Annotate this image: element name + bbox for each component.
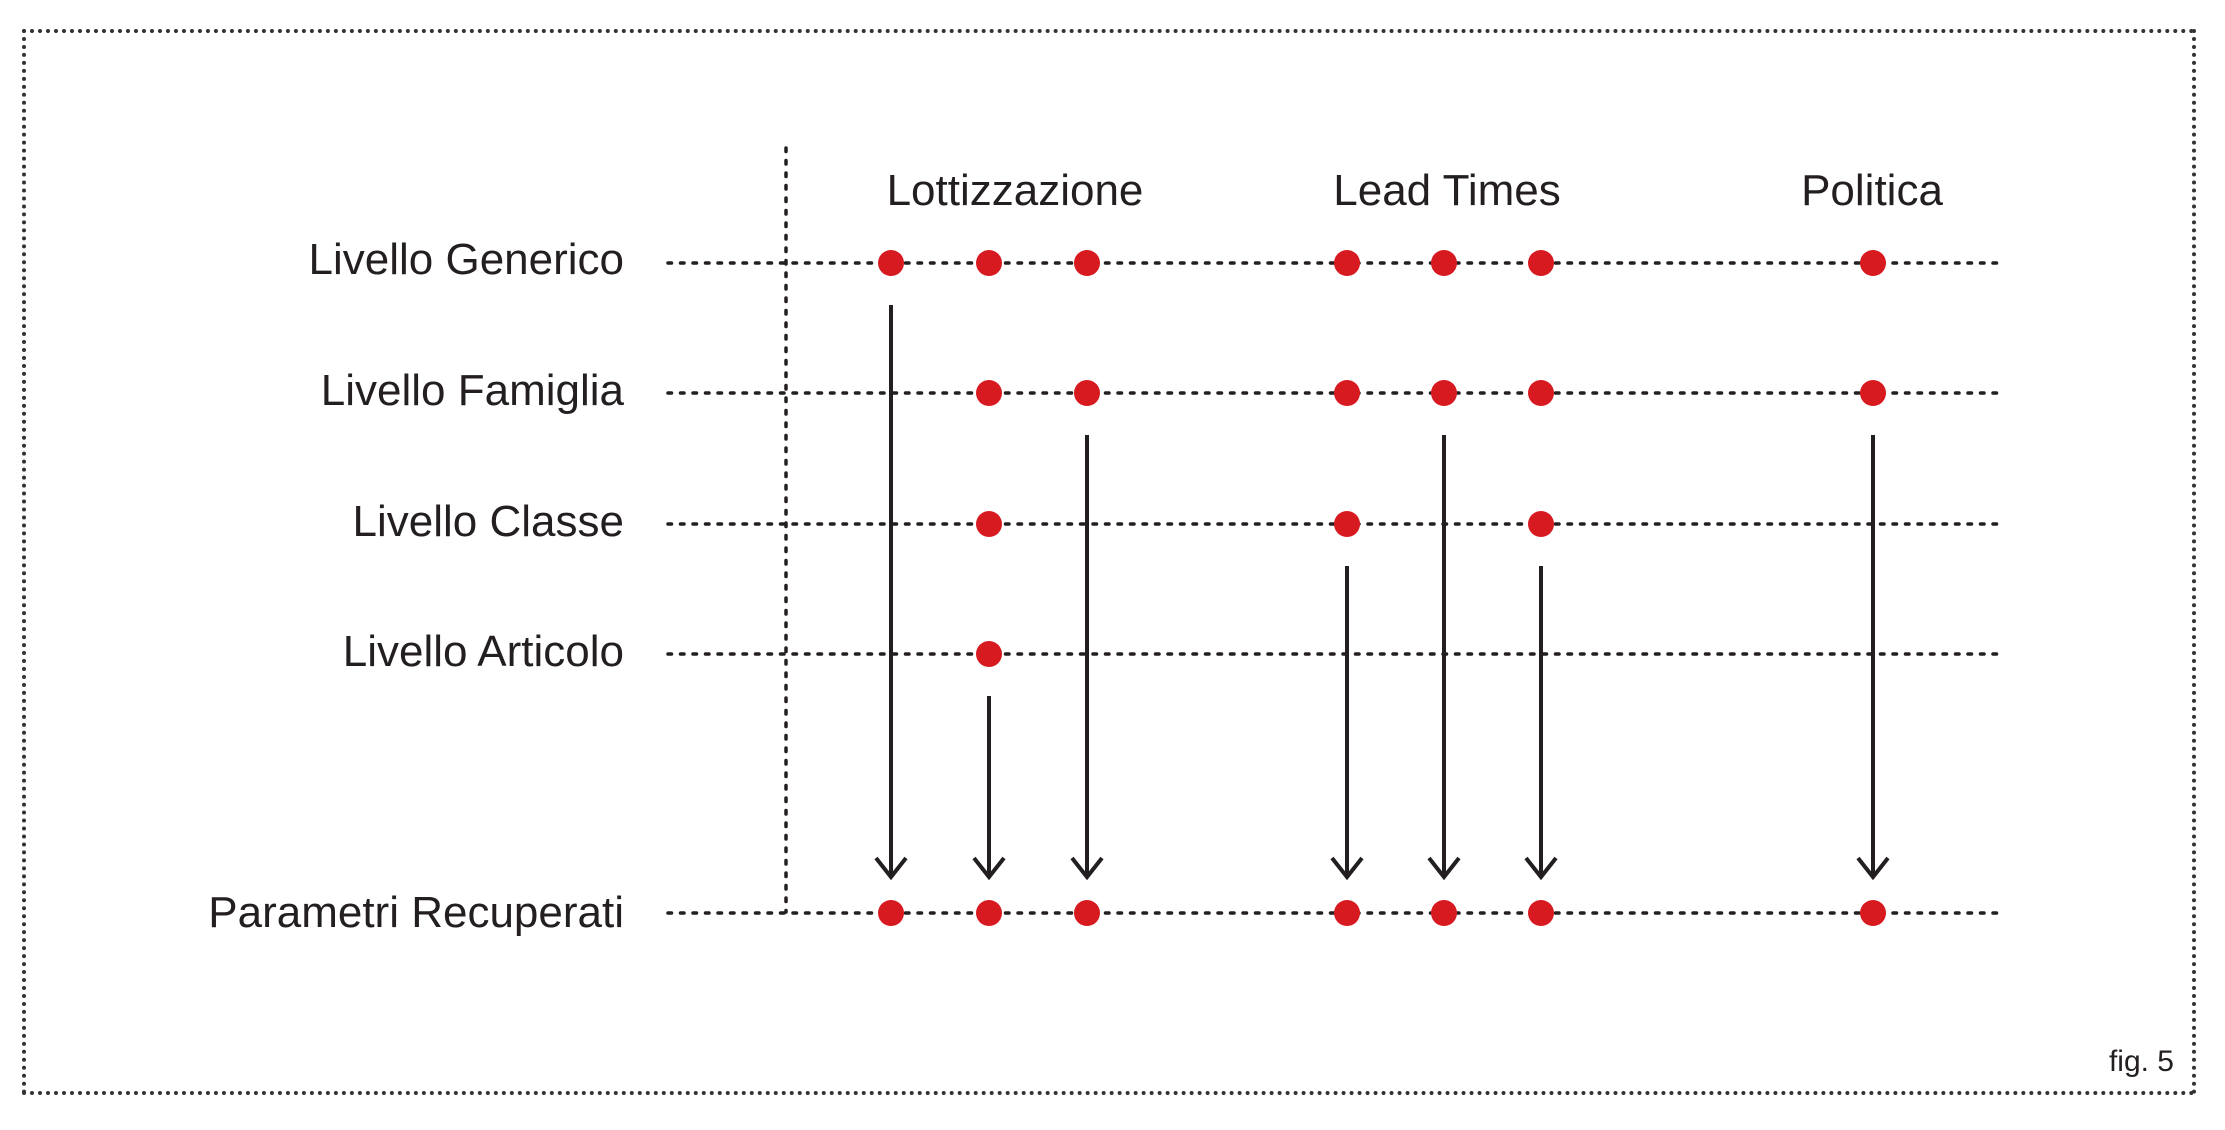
recovered-parameter-dot-lottizzazione xyxy=(1074,900,1100,926)
level-lines xyxy=(666,261,2004,915)
parameter-dot-politica-generico xyxy=(1860,250,1886,276)
inheritance-arrow-lead_times-from-famiglia xyxy=(1427,435,1461,881)
parameter-dot-lead_times-classe xyxy=(1528,511,1554,537)
inheritance-arrow-lead_times-from-classe xyxy=(1330,566,1364,881)
inheritance-arrow-lead_times-from-classe xyxy=(1524,566,1558,881)
recovered-parameter-dot-lead_times xyxy=(1528,900,1554,926)
inheritance-arrows xyxy=(874,305,1890,881)
inheritance-arrow-lottizzazione-from-articolo xyxy=(972,696,1006,881)
figure-frame xyxy=(22,29,2196,1095)
recovered-parameter-dot-lead_times xyxy=(1334,900,1360,926)
column-label-politica: Politica xyxy=(1801,166,1943,215)
parameter-dot-lead_times-classe xyxy=(1334,511,1360,537)
inheritance-arrow-lottizzazione-from-generico xyxy=(874,305,908,881)
figure-number: fig. 5 xyxy=(2109,1045,2174,1078)
parameter-dot-lottizzazione-articolo xyxy=(976,641,1002,667)
parameter-dot-lead_times-generico xyxy=(1431,250,1457,276)
parameter-dot-lead_times-famiglia xyxy=(1334,380,1360,406)
inheritance-arrow-lottizzazione-from-famiglia xyxy=(1070,435,1104,881)
recovered-parameter-dot-lottizzazione xyxy=(878,900,904,926)
row-label-classe: Livello Classe xyxy=(353,497,624,546)
parameter-dot-lead_times-famiglia xyxy=(1528,380,1554,406)
parameter-dots xyxy=(878,250,1886,926)
row-label-articolo: Livello Articolo xyxy=(343,627,624,676)
recovered-parameter-dot-lottizzazione xyxy=(976,900,1002,926)
parameter-dot-lottizzazione-generico xyxy=(878,250,904,276)
row-label-parametri-recuperati: Parametri Recuperati xyxy=(208,888,624,937)
parameter-dot-lead_times-famiglia xyxy=(1431,380,1457,406)
parameter-dot-lottizzazione-generico xyxy=(1074,250,1100,276)
column-label-lead-times: Lead Times xyxy=(1333,166,1560,215)
column-label-lottizzazione: Lottizzazione xyxy=(887,166,1144,215)
parameter-dot-lottizzazione-generico xyxy=(976,250,1002,276)
parameter-dot-politica-famiglia xyxy=(1860,380,1886,406)
parameter-dot-lottizzazione-famiglia xyxy=(1074,380,1100,406)
parameter-dot-lottizzazione-famiglia xyxy=(976,380,1002,406)
parameter-dot-lead_times-generico xyxy=(1528,250,1554,276)
parameter-dot-lead_times-generico xyxy=(1334,250,1360,276)
recovered-parameter-dot-politica xyxy=(1860,900,1886,926)
recovered-parameter-dot-lead_times xyxy=(1431,900,1457,926)
row-label-famiglia: Livello Famiglia xyxy=(321,366,625,415)
row-label-generico: Livello Generico xyxy=(309,235,625,284)
parameter-dot-lottizzazione-classe xyxy=(976,511,1002,537)
inheritance-arrow-politica-from-famiglia xyxy=(1856,435,1890,881)
